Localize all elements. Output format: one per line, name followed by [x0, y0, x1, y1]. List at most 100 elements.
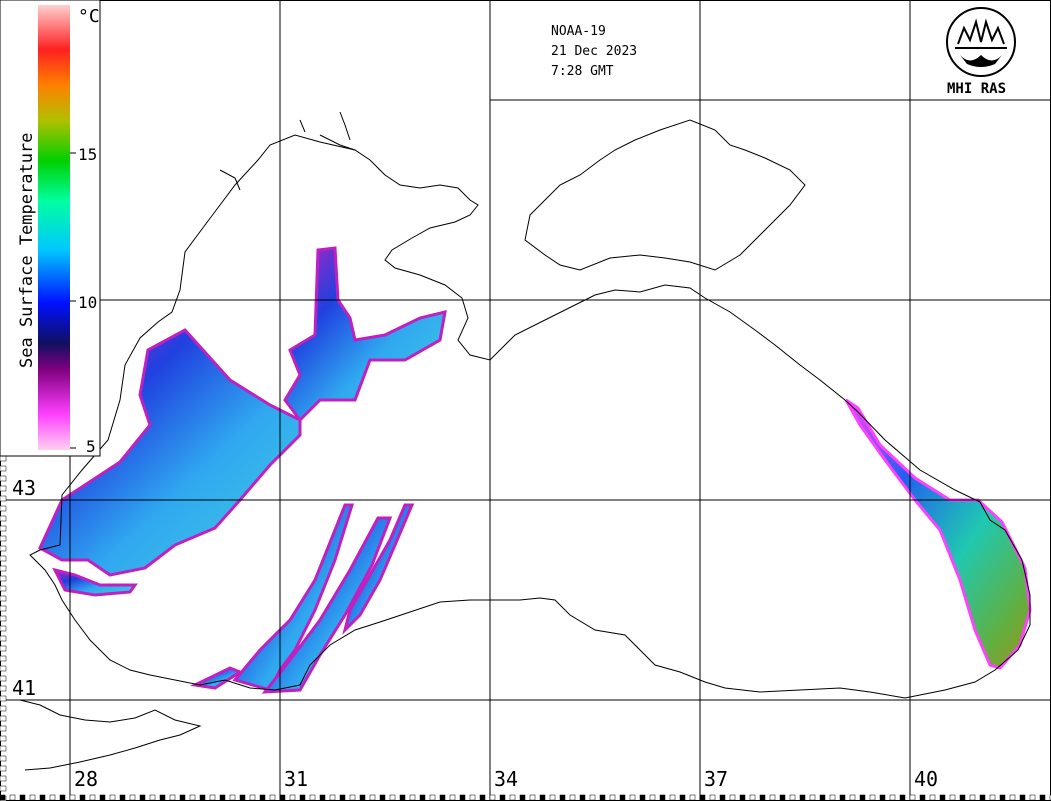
- scale-tick: [889, 794, 896, 801]
- scale-tick: [1039, 794, 1046, 801]
- scale-tick: [279, 794, 286, 801]
- scale-tick: [439, 794, 446, 801]
- scale-tick: [0, 705, 7, 712]
- coastline-main: [29, 134, 1031, 699]
- scale-tick: [329, 794, 336, 801]
- scale-tick: [49, 794, 56, 801]
- scale-tick: [849, 794, 856, 801]
- scale-tick: [0, 455, 7, 462]
- scale-tick: [189, 794, 196, 801]
- scale-tick: [779, 794, 786, 801]
- scale-tick: [789, 794, 796, 801]
- scale-tick: [519, 794, 526, 801]
- scale-tick: [0, 675, 7, 682]
- scale-tick: [0, 785, 7, 792]
- scale-tick: [499, 794, 506, 801]
- scale-tick: [169, 794, 176, 801]
- scale-tick: [369, 794, 376, 801]
- scale-tick: [0, 665, 7, 672]
- scale-tick: [0, 645, 7, 652]
- scale-tick: [0, 715, 7, 722]
- scale-tick: [29, 794, 36, 801]
- colorbar-title: Sea Surface Temperature: [17, 133, 37, 368]
- scale-tick: [699, 794, 706, 801]
- scale-tick: [0, 685, 7, 692]
- scale-tick: [829, 794, 836, 801]
- scale-tick: [219, 794, 226, 801]
- scale-tick: [259, 794, 266, 801]
- scale-tick: [669, 794, 676, 801]
- scale-tick: [569, 794, 576, 801]
- scale-tick: [19, 794, 26, 801]
- scale-tick: [549, 794, 556, 801]
- scale-tick: [0, 555, 7, 562]
- scale-tick: [239, 794, 246, 801]
- scale-tick: [0, 765, 7, 772]
- azov-sea-coast: [524, 119, 806, 271]
- scale-tick: [399, 794, 406, 801]
- scale-tick: [0, 535, 7, 542]
- scale-tick: [129, 794, 136, 801]
- scale-tick: [0, 695, 7, 702]
- scale-tick: [0, 515, 7, 522]
- scale-tick: [149, 794, 156, 801]
- scale-tick: [509, 794, 516, 801]
- scale-tick: [0, 465, 7, 472]
- scale-tick: [59, 794, 66, 801]
- scale-tick: [819, 794, 826, 801]
- scale-tick: [719, 794, 726, 801]
- scale-tick: [0, 755, 7, 762]
- scale-tick: [709, 794, 716, 801]
- scale-tick: [139, 794, 146, 801]
- scale-tick: [629, 794, 636, 801]
- scale-tick: [179, 794, 186, 801]
- north-coast-detail: [219, 111, 356, 191]
- scale-tick: [989, 794, 996, 801]
- lon-label-40: 40: [914, 767, 938, 791]
- scale-tick: [529, 794, 536, 801]
- colorbar: °C 15 10 5 Sea Surface Temperature: [0, 0, 101, 457]
- scale-tick: [969, 794, 976, 801]
- scale-tick: [959, 794, 966, 801]
- scale-tick: [309, 794, 316, 801]
- scale-tick: [0, 605, 7, 612]
- scale-tick: [539, 794, 546, 801]
- scale-tick: [209, 794, 216, 801]
- scale-tick: [449, 794, 456, 801]
- scale-tick: [559, 794, 566, 801]
- colorbar-tick-15: 15: [78, 145, 97, 164]
- lon-label-34: 34: [494, 767, 518, 791]
- scale-tick: [109, 794, 116, 801]
- scale-tick: [879, 794, 886, 801]
- bosphorus-coast: [19, 699, 202, 771]
- scale-tick: [0, 495, 7, 502]
- scale-tick: [589, 794, 596, 801]
- scale-tick: [679, 794, 686, 801]
- scale-tick: [0, 775, 7, 782]
- colorbar-unit: °C: [78, 6, 100, 27]
- scale-tick: [89, 794, 96, 801]
- scale-tick: [489, 794, 496, 801]
- scale-tick: [79, 794, 86, 801]
- scale-tick: [379, 794, 386, 801]
- colorbar-tick-5: 5: [86, 437, 96, 456]
- scale-tick: [119, 794, 126, 801]
- scale-tick: [859, 794, 866, 801]
- scale-tick: [1009, 794, 1016, 801]
- image-time: 7:28 GMT: [551, 64, 614, 79]
- scale-tick: [1019, 794, 1026, 801]
- scale-tick: [729, 794, 736, 801]
- scale-tick: [0, 794, 6, 801]
- bottom-scale-bar: [0, 794, 1051, 801]
- scale-tick: [0, 595, 7, 602]
- scale-tick: [479, 794, 486, 801]
- sst-patch-south-west: [189, 666, 244, 690]
- scale-tick: [0, 635, 7, 642]
- scale-tick: [359, 794, 366, 801]
- scale-tick: [289, 794, 296, 801]
- scale-tick: [739, 794, 746, 801]
- scale-tick: [759, 794, 766, 801]
- scale-tick: [0, 725, 7, 732]
- sst-data-layer: [38, 246, 1032, 694]
